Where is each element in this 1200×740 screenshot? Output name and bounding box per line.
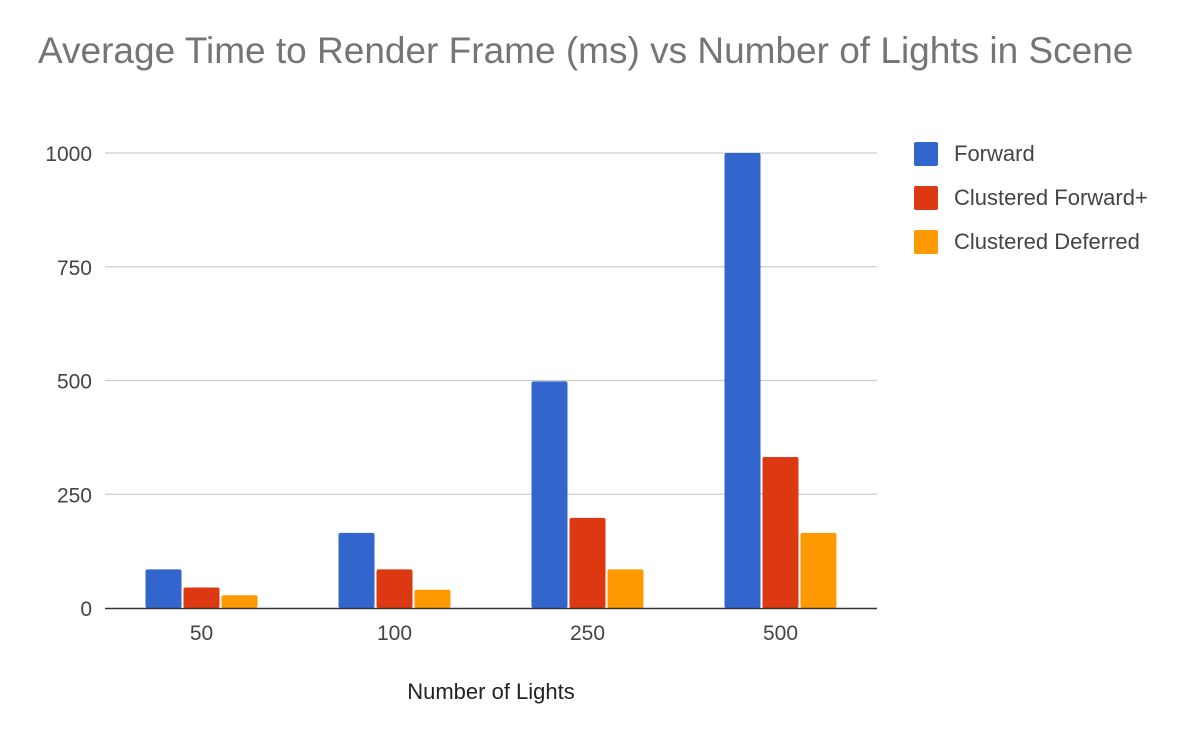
x-tick-label: 100	[377, 622, 412, 645]
bar-forward-50	[145, 569, 182, 608]
bar-forward-100	[338, 532, 375, 608]
bars	[145, 153, 837, 608]
legend-swatch	[914, 186, 938, 210]
y-tick-label: 0	[80, 598, 92, 621]
legend-label: Clustered Deferred	[954, 229, 1140, 254]
y-tick-label: 500	[57, 371, 92, 394]
y-axis-ticks: 0 250 500 750 1000	[45, 143, 92, 621]
bar-clustered-forward--250	[569, 517, 606, 608]
y-tick-label: 750	[57, 257, 92, 280]
y-tick-label: 250	[57, 484, 92, 507]
bar-clustered-forward--100	[376, 569, 413, 608]
chart-title: Average Time to Render Frame (ms) vs Num…	[38, 30, 1134, 71]
x-tick-label: 500	[763, 622, 798, 645]
bar-clustered-deferred-50	[221, 595, 258, 608]
x-tick-label: 50	[190, 622, 213, 645]
x-axis-ticks: 50 100 250 500	[190, 622, 798, 645]
bar-clustered-forward--500	[762, 456, 799, 608]
y-tick-label: 1000	[45, 143, 92, 166]
legend-swatch	[914, 142, 938, 166]
bar-forward-250	[531, 381, 568, 608]
bar-clustered-deferred-500	[800, 532, 837, 608]
legend-label: Forward	[954, 141, 1035, 166]
legend-swatch	[914, 230, 938, 254]
bar-clustered-deferred-250	[607, 569, 644, 608]
gridlines	[105, 152, 877, 495]
legend-label: Clustered Forward+	[954, 185, 1148, 210]
bar-clustered-deferred-100	[414, 589, 451, 608]
x-axis-title: Number of Lights	[407, 679, 575, 704]
x-tick-label: 250	[570, 622, 605, 645]
bar-forward-500	[724, 153, 761, 608]
legend: Forward Clustered Forward+ Clustered Defer…	[914, 141, 1148, 254]
bar-clustered-forward--50	[183, 587, 220, 608]
